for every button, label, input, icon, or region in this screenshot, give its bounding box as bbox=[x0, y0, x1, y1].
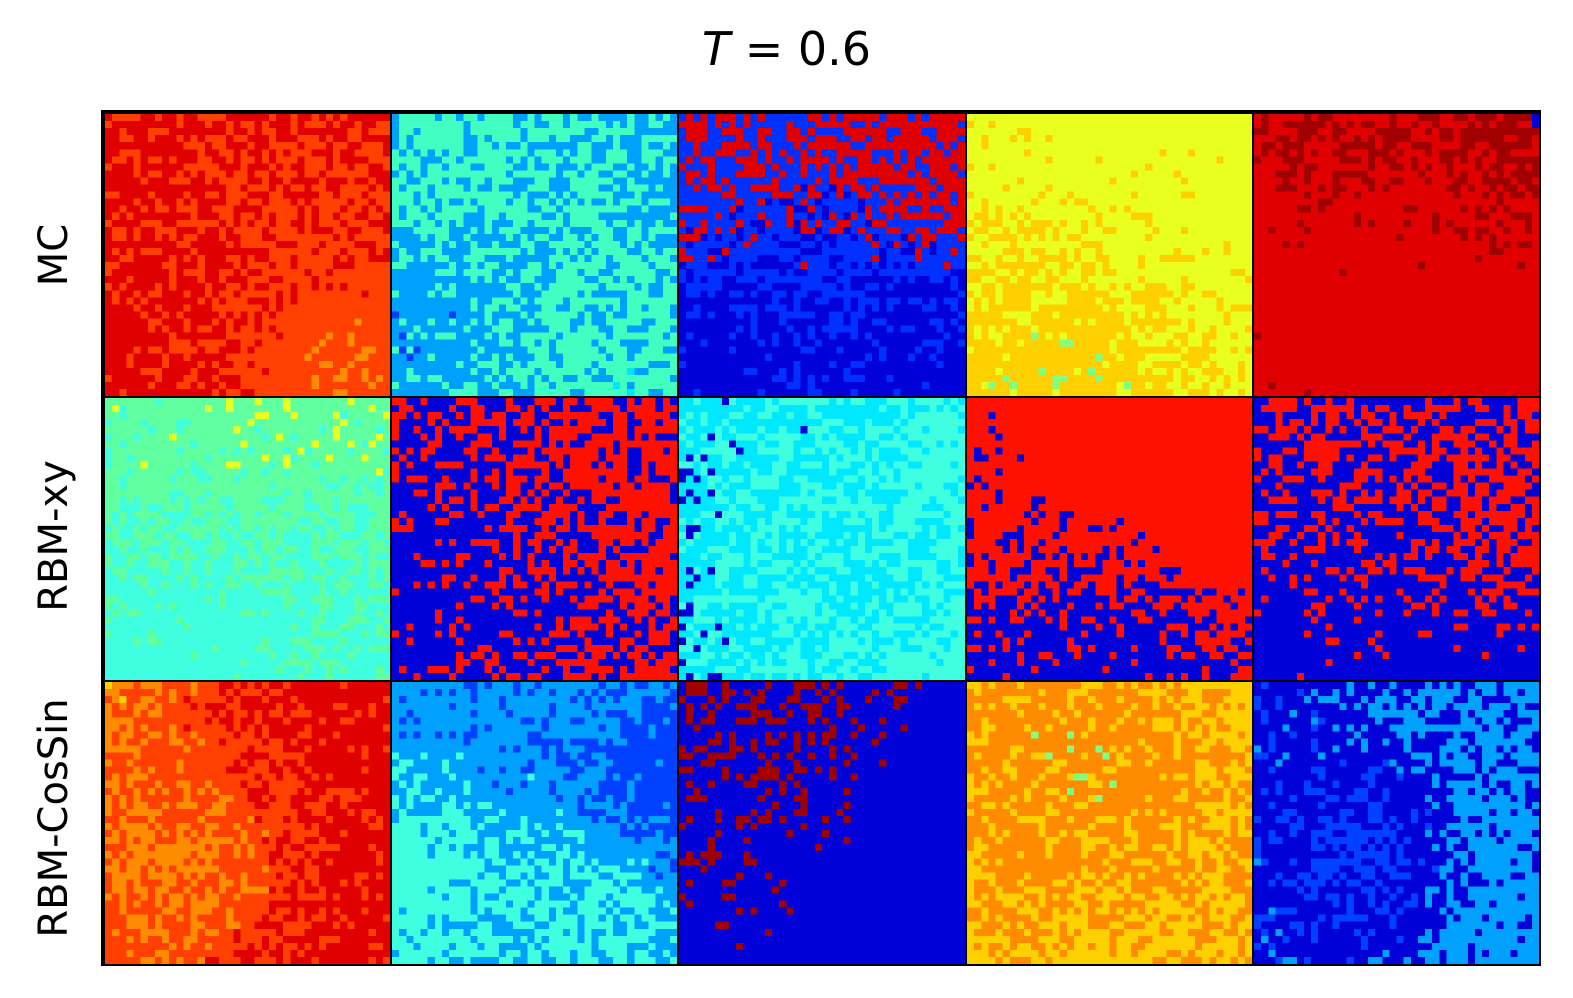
panel-rbm-cossin-3 bbox=[677, 680, 967, 966]
panel-rbm-cossin-5 bbox=[1251, 680, 1541, 966]
panel-rbm-xy-5 bbox=[1251, 396, 1541, 682]
panel-mc-3 bbox=[677, 112, 967, 398]
panel-rbm-xy-3 bbox=[677, 396, 967, 682]
panel-rbm-cossin-2 bbox=[390, 680, 680, 966]
title-variable: T bbox=[701, 22, 731, 76]
panel-rbm-xy-2 bbox=[390, 396, 680, 682]
row-label-mc: MC bbox=[31, 223, 77, 287]
panel-mc-5 bbox=[1251, 112, 1541, 398]
panel-mc-4 bbox=[964, 112, 1254, 398]
row-label-rbm-cossin: RBM-CosSin bbox=[31, 698, 77, 938]
panel-rbm-cossin-1 bbox=[103, 680, 393, 966]
title-equation: = 0.6 bbox=[730, 22, 872, 76]
panel-rbm-xy-4 bbox=[964, 396, 1254, 682]
figure-title: T = 0.6 bbox=[0, 22, 1573, 76]
spin-configuration-grid bbox=[103, 112, 1541, 966]
panel-rbm-xy-1 bbox=[103, 396, 393, 682]
row-label-rbm-xy: RBM-xy bbox=[31, 460, 77, 612]
panel-mc-1 bbox=[103, 112, 393, 398]
panel-rbm-cossin-4 bbox=[964, 680, 1254, 966]
panel-mc-2 bbox=[390, 112, 680, 398]
